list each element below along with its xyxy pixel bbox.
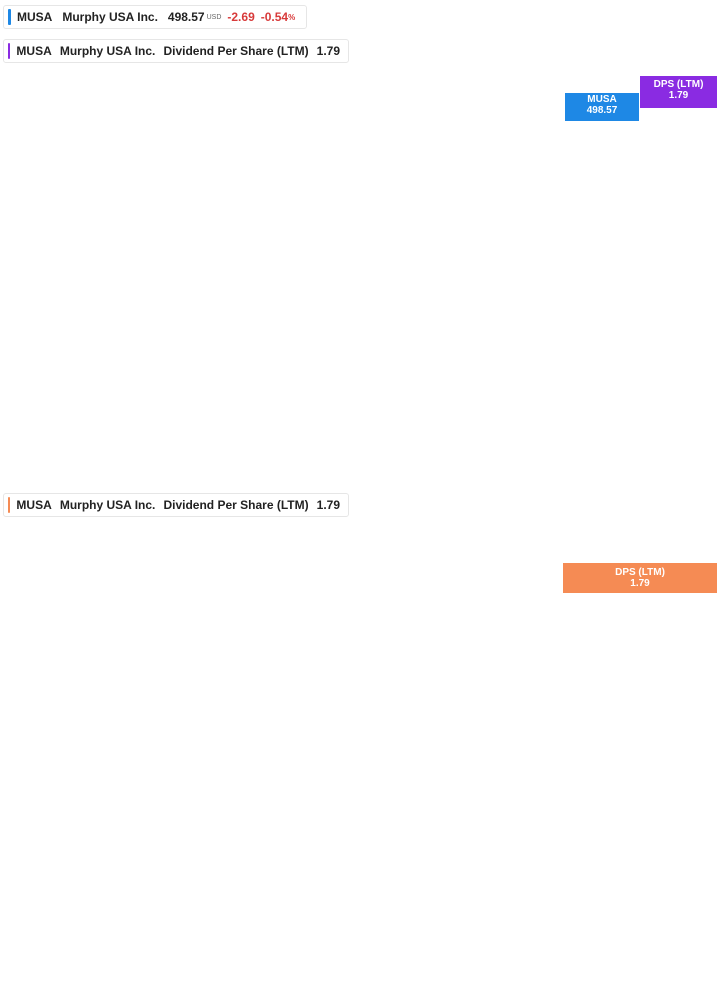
price-legend-currency: USD (206, 13, 222, 21)
price-badge: MUSA 498.57 (565, 93, 639, 121)
price-legend-company: Murphy USA Inc. (62, 10, 158, 24)
dps-axis-tick-bottom-8: 0.28 (571, 918, 592, 930)
x-axis-tick-2016: 2016 (24, 986, 51, 1000)
dps-bar-13 (477, 605, 487, 975)
price-badge-name: MUSA (587, 94, 617, 105)
x-axis-tick-2020: 2020 (241, 986, 268, 1000)
dps-badge-top: DPS (LTM) 1.79 (640, 76, 717, 108)
dps-bar-14 (490, 598, 501, 975)
dps-bar-12 (463, 612, 474, 975)
dps-axis-tick-top-5: 0.53 (649, 312, 670, 324)
dps-bar-0 (300, 944, 311, 975)
price-axis-tick-10: 55.00 (570, 428, 598, 440)
dps-bar-10 (436, 629, 446, 975)
dps-bar-17 (531, 577, 542, 975)
x-axis-tick-2018: 2018 (132, 986, 159, 1000)
dps-axis-tick-bottom-9: 0.22 (571, 963, 592, 975)
dps-axis-tick-top-0: 2.72 (649, 7, 670, 19)
dps-legend-bottom[interactable]: MUSA Murphy USA Inc. Dividend Per Share … (3, 493, 349, 517)
price-badge-value: 498.57 (586, 105, 618, 116)
price-axis-tick-6: 150.00 (570, 280, 604, 292)
dps-bars (300, 577, 542, 975)
dps-badge-bottom-value: 1.79 (630, 578, 650, 589)
price-legend-ticker: MUSA (17, 10, 53, 24)
dps-badge-top-value: 1.79 (668, 90, 689, 101)
dps-legend-bottom-company: Murphy USA Inc. (59, 498, 156, 512)
dps-legend-top-value: 1.79 (316, 44, 341, 58)
dps-axis-tick-bottom-3: 0.85 (571, 711, 592, 723)
dps-series-color-swatch-top (8, 43, 11, 59)
dps-bar-1 (314, 814, 324, 975)
dps-axis-tick-bottom-2: 1.00 (571, 681, 592, 693)
dps-legend-top[interactable]: MUSA Murphy USA Inc. Dividend Per Share … (3, 39, 349, 63)
price-legend-change: -2.69 (227, 10, 255, 24)
dps-bar-15 (504, 591, 514, 975)
price-axis-tick-4: 280.00 (570, 188, 604, 200)
dps-badge-bottom: DPS (LTM) 1.79 (563, 563, 717, 593)
price-legend-pct-sign: % (288, 12, 296, 22)
price-axis-tick-2: 405.00 (570, 134, 604, 146)
dps-axis-tick-top-1: 2.00 (649, 64, 670, 76)
price-axis-tick-8: 105.00 (570, 333, 604, 345)
price-axis-tick-11: 50.00 (570, 442, 598, 454)
dps-bar-16 (518, 584, 528, 975)
dps-legend-top-company: Murphy USA Inc. (59, 44, 156, 58)
dps-series-color-swatch-bottom (8, 497, 11, 513)
dps-axis-tick-bottom-5: 0.53 (571, 799, 592, 811)
dps-axis-tick-top-2: 1.00 (649, 194, 670, 206)
dps-axis-tick-top-7: 0.34 (649, 395, 670, 407)
x-axis-tick-2022: 2022 (349, 986, 376, 1000)
dps-bar-8 (409, 648, 419, 975)
dps-axis-tick-bottom-1: 2.00 (571, 551, 592, 563)
dps-badge-bottom-name: DPS (LTM) (615, 567, 665, 578)
dps-bar-7 (395, 657, 406, 975)
dps-legend-bottom-metric: Dividend Per Share (LTM) (163, 498, 309, 512)
dps-axis-tick-bottom-0: 2.72 (571, 494, 592, 506)
dps-axis-tick-top-9: 0.22 (649, 476, 670, 488)
dps-bar-6 (382, 667, 392, 975)
dps-legend-top-metric: Dividend Per Share (LTM) (163, 44, 309, 58)
dps-bar-3 (341, 685, 351, 975)
dps-axis-tick-top-8: 0.28 (649, 431, 670, 443)
price-line (14, 86, 546, 445)
x-axis-ticks: 2016 2018 2020 2022 2024 (24, 986, 485, 1000)
dps-legend-bottom-value: 1.79 (316, 498, 341, 512)
dps-legend-bottom-ticker: MUSA (16, 498, 52, 512)
dps-axis-tick-bottom-6: 0.37 (571, 866, 592, 878)
price-axis-tick-7: 130.00 (570, 301, 604, 313)
dps-bar-11 (450, 620, 460, 975)
dps-legend-top-ticker: MUSA (16, 44, 52, 58)
price-legend[interactable]: MUSA Murphy USA Inc. 498.57 USD -2.69 -0… (3, 5, 307, 29)
price-axis-tick-9: 80.00 (570, 373, 598, 385)
dps-axis-tick-top-3: 0.85 (649, 224, 670, 236)
price-axis-tick-12: 40.00 (570, 475, 598, 487)
price-axis-tick-5: 215.00 (570, 227, 604, 239)
price-axis-tick-0: 835.00 (570, 27, 604, 39)
dps-axis-tick-top-4: 0.69 (649, 263, 670, 275)
dps-bar-2 (327, 739, 338, 975)
dps-axis-tick-bottom-4: 0.69 (571, 750, 592, 762)
price-legend-value: 498.57 (167, 10, 205, 24)
price-axis-tick-3: 345.00 (570, 157, 604, 169)
dps-bar-5 (368, 674, 379, 975)
x-axis-tick-2024: 2024 (458, 986, 485, 1000)
dps-bar-9 (423, 639, 433, 975)
dps-badge-top-name: DPS (LTM) (653, 79, 704, 90)
price-series-color-swatch (8, 9, 11, 25)
dps-bar-4 (355, 680, 365, 975)
price-legend-change-pct: -0.54 (260, 10, 289, 24)
dps-line (307, 89, 535, 458)
dps-axis-tick-top-6: 0.37 (649, 379, 670, 391)
dps-axis-tick-bottom-7: 0.34 (571, 882, 592, 894)
price-axis-tick-1: 620.00 (570, 71, 604, 83)
